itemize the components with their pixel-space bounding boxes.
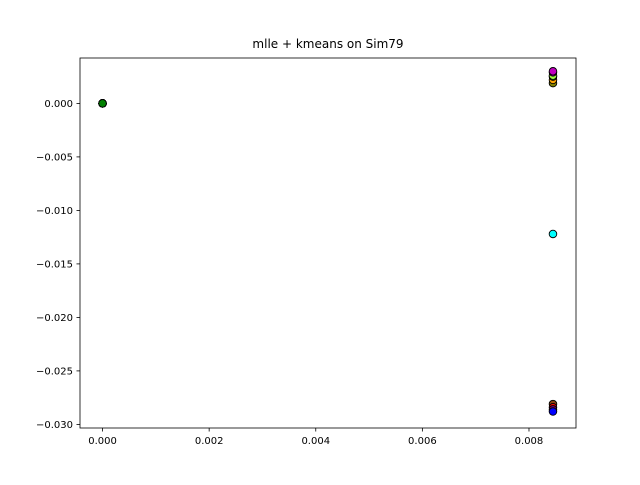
y-tick-label: −0.025	[36, 366, 73, 377]
x-tick-label: 0.006	[408, 436, 437, 447]
y-tick-label: −0.010	[36, 206, 73, 217]
chart-title: mlle + kmeans on Sim79	[252, 37, 403, 51]
x-tick-label: 0.002	[195, 436, 224, 447]
scatter-point	[548, 229, 558, 239]
y-axis-ticks: 0.000 −0.005 −0.010 −0.015 −0.020 −0.025 −0.03…	[36, 99, 80, 431]
x-tick-label: 0.000	[88, 436, 117, 447]
x-tick-label: 0.008	[515, 436, 544, 447]
plot-area-frame	[79, 57, 577, 429]
y-tick-label: −0.030	[36, 420, 73, 431]
scatter-point	[548, 67, 558, 76]
y-tick-label: −0.020	[36, 313, 73, 324]
y-tick-label: −0.005	[36, 153, 73, 164]
scatter-point	[548, 407, 558, 416]
x-axis-ticks: 0.000 0.002 0.004 0.006 0.008	[88, 428, 543, 447]
scatter-point	[98, 99, 107, 108]
x-tick-label: 0.004	[301, 436, 330, 447]
y-tick-label: 0.000	[44, 99, 73, 110]
y-tick-label: −0.015	[36, 260, 73, 271]
points-layer	[98, 67, 558, 416]
